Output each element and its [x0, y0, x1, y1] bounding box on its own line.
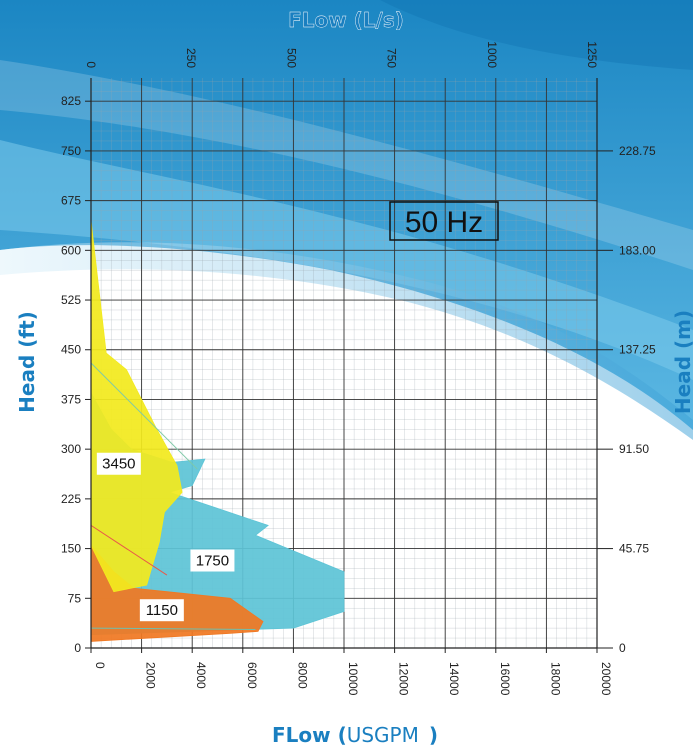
x-tick-label: 18000 [548, 662, 562, 696]
series-label-box [190, 549, 235, 572]
right-tick-label: 45.75 [619, 542, 649, 556]
left-axis-title: Head (ft) [15, 311, 39, 413]
y-tick-label: 600 [61, 243, 81, 257]
curve-line-1150 [90, 627, 256, 630]
bottom-axis-unit: USGPM [347, 723, 419, 747]
bottom-axis-close: ) [429, 723, 438, 747]
area-3450 [90, 220, 183, 593]
right-tick-label: 183.00 [619, 243, 656, 257]
y-tick-label: 450 [61, 343, 81, 357]
top-tick-label: 500 [284, 48, 298, 68]
y-tick-label: 0 [74, 641, 81, 655]
x-tick-label: 2000 [144, 662, 158, 689]
series-label-1750: 1750 [196, 553, 229, 570]
top-tick-label: 750 [385, 48, 399, 68]
y-tick-label: 375 [61, 392, 81, 406]
right-tick-label: 0 [619, 641, 626, 655]
y-tick-label: 675 [61, 194, 81, 208]
x-tick-label: 0 [93, 662, 107, 669]
right-tick-label: 137.25 [619, 343, 656, 357]
series-label-3450: 3450 [102, 456, 135, 473]
x-tick-label: 12000 [397, 662, 411, 696]
series-label-1150: 1150 [146, 602, 178, 619]
x-tick-label: 4000 [194, 662, 208, 689]
x-tick-label: 14000 [447, 662, 461, 696]
background-swoosh [0, 0, 693, 440]
frequency-badge: 50 Hz [389, 201, 499, 241]
x-tick-label: 20000 [599, 662, 613, 696]
y-tick-label: 150 [61, 542, 81, 556]
y-tick-label: 300 [61, 442, 81, 456]
top-tick-label: 250 [184, 48, 198, 68]
y-tick-label: 75 [68, 591, 82, 605]
top-tick-label: 1250 [585, 41, 599, 68]
x-tick-label: 6000 [245, 662, 259, 689]
y-tick-label: 525 [61, 293, 81, 307]
right-tick-label: 228.75 [619, 144, 656, 158]
x-tick-label: 16000 [498, 662, 512, 696]
series-label-box [96, 452, 141, 475]
x-tick-label: 10000 [346, 662, 360, 696]
y-tick-label: 825 [61, 94, 81, 108]
y-tick-label: 750 [61, 144, 81, 158]
curve-line-3450 [90, 362, 198, 470]
axes: 0 2000 4000 6000 8000 10000 12000 14000 16000 180… [61, 41, 656, 695]
y-tick-label: 225 [61, 492, 81, 506]
performance-areas [90, 220, 345, 642]
bottom-axis-title-bold: FLow ( [272, 723, 347, 747]
top-tick-label: 0 [84, 61, 98, 68]
right-tick-label: 91.50 [619, 442, 649, 456]
top-axis-title: FLow (L/s) [288, 8, 404, 32]
series-labels: 3450 1750 1150 [96, 452, 235, 622]
series-label-box [139, 599, 184, 622]
frequency-label: 50 Hz [405, 206, 483, 239]
bottom-axis-title: FLow (USGPM) [272, 723, 438, 747]
curve-line-1750 [90, 524, 168, 576]
top-tick-label: 1000 [485, 41, 499, 68]
x-tick-label: 8000 [295, 662, 309, 689]
right-axis-title: Head (m) [671, 310, 693, 414]
